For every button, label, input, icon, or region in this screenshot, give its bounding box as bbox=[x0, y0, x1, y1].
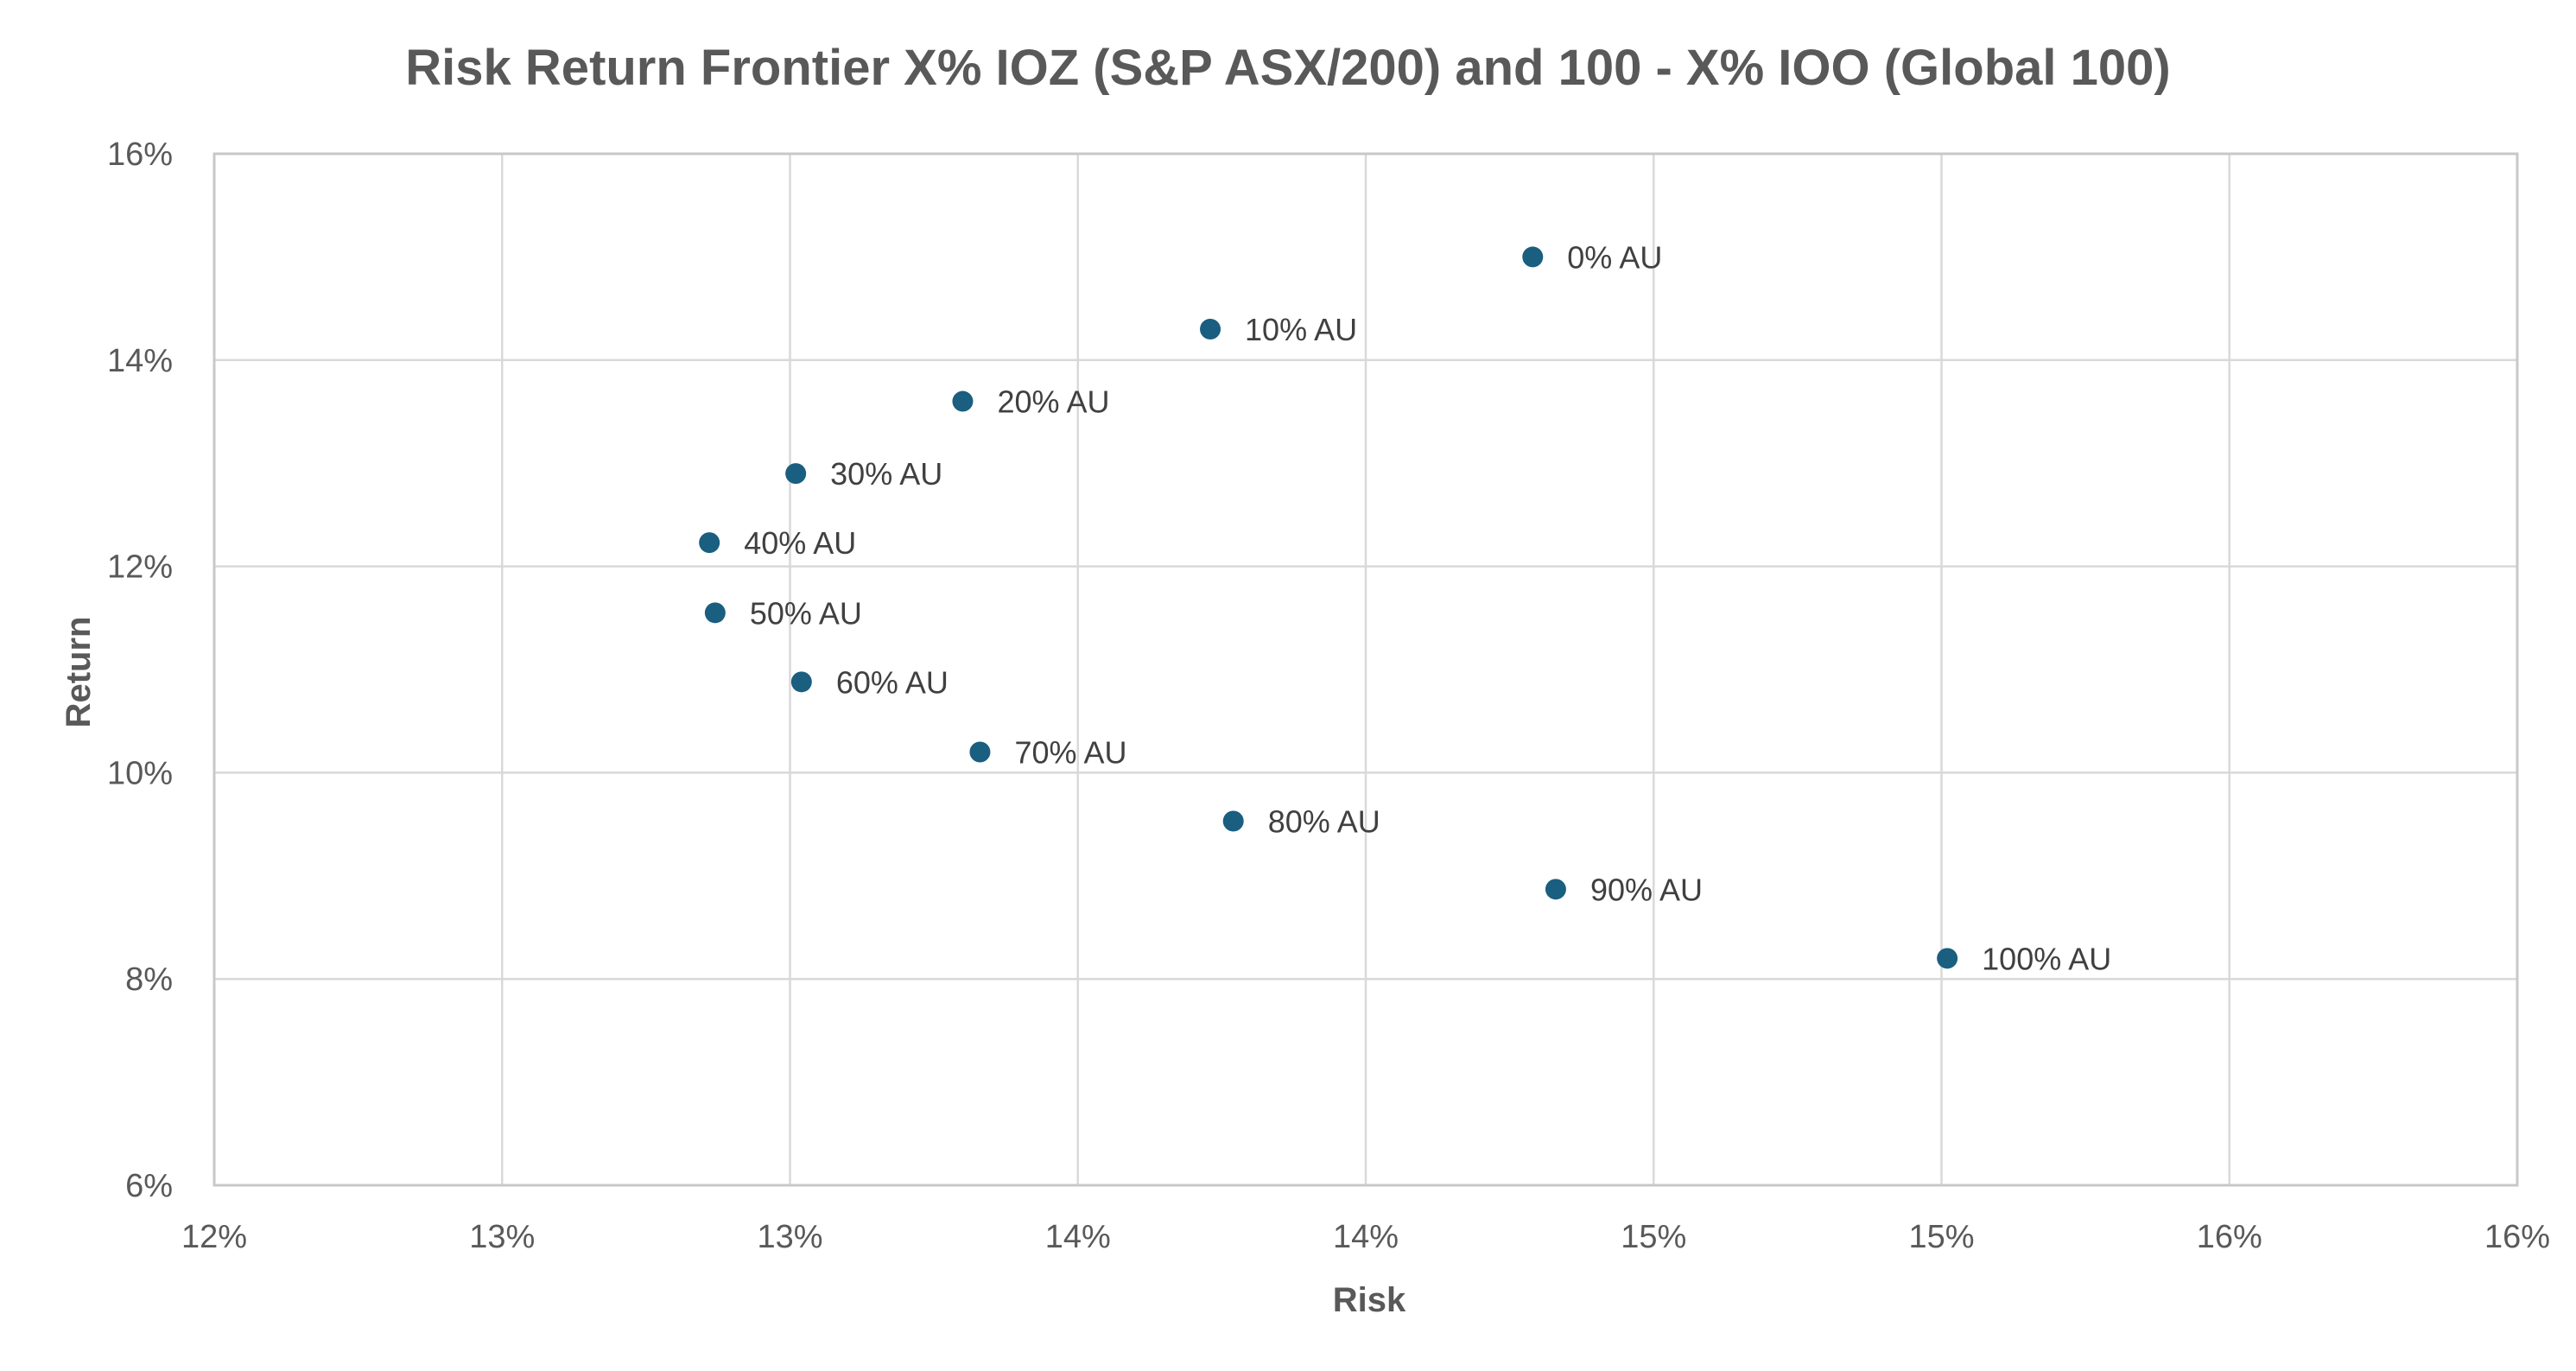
y-tick-label: 12% bbox=[107, 549, 173, 586]
y-tick-label: 8% bbox=[125, 962, 173, 998]
x-tick-label: 16% bbox=[2484, 1219, 2550, 1255]
x-tick-label: 13% bbox=[469, 1219, 535, 1255]
x-tick-label: 14% bbox=[1045, 1219, 1111, 1255]
data-label: 80% AU bbox=[1268, 804, 1380, 840]
data-point bbox=[1522, 246, 1544, 268]
chart-title: Risk Return Frontier X% IOZ (S&P ASX/200… bbox=[405, 40, 2170, 96]
gridlines bbox=[213, 152, 2519, 1187]
data-label: 40% AU bbox=[744, 525, 856, 561]
data-label: 30% AU bbox=[830, 456, 942, 492]
data-point bbox=[969, 741, 991, 763]
x-tick-label: 14% bbox=[1333, 1219, 1399, 1255]
data-point bbox=[952, 390, 974, 412]
data-point bbox=[1200, 318, 1221, 340]
x-tick-label: 13% bbox=[757, 1219, 822, 1255]
x-tick-label: 15% bbox=[1621, 1219, 1686, 1255]
data-label: 50% AU bbox=[750, 595, 862, 631]
data-point bbox=[1222, 810, 1244, 832]
data-label: 0% AU bbox=[1567, 239, 1662, 275]
x-tick-label: 16% bbox=[2197, 1219, 2262, 1255]
data-label: 90% AU bbox=[1590, 872, 1703, 907]
y-tick-label: 6% bbox=[125, 1168, 173, 1204]
data-point bbox=[704, 602, 726, 624]
data-label: 10% AU bbox=[1245, 312, 1357, 347]
data-label: 60% AU bbox=[836, 664, 949, 700]
data-label: 70% AU bbox=[1014, 735, 1126, 771]
data-labels: 0% AU 10% AU 20% AU 30% AU 40% AU 50% AU 60% A… bbox=[744, 239, 2111, 976]
data-point bbox=[790, 671, 812, 693]
data-point bbox=[785, 463, 807, 485]
data-points bbox=[699, 246, 1958, 969]
plot-area-frame bbox=[213, 152, 2519, 1187]
x-axis-ticks: 12% 13% 13% 14% 14% 15% 15% 16% 16% bbox=[181, 1219, 2550, 1255]
x-axis-title: Risk bbox=[1333, 1281, 1406, 1319]
x-tick-label: 15% bbox=[1908, 1219, 1974, 1255]
data-point bbox=[1545, 879, 1566, 900]
data-label: 20% AU bbox=[997, 384, 1109, 420]
data-point bbox=[1937, 948, 1958, 969]
x-tick-label: 12% bbox=[181, 1219, 247, 1255]
y-tick-label: 10% bbox=[107, 755, 173, 791]
data-point bbox=[699, 532, 720, 554]
y-tick-label: 14% bbox=[107, 343, 173, 379]
y-tick-label: 16% bbox=[107, 136, 173, 173]
data-label: 100% AU bbox=[1982, 941, 2111, 976]
y-axis-ticks: 6% 8% 10% 12% 14% 16% bbox=[107, 136, 173, 1204]
y-axis-title: Return bbox=[60, 617, 98, 728]
